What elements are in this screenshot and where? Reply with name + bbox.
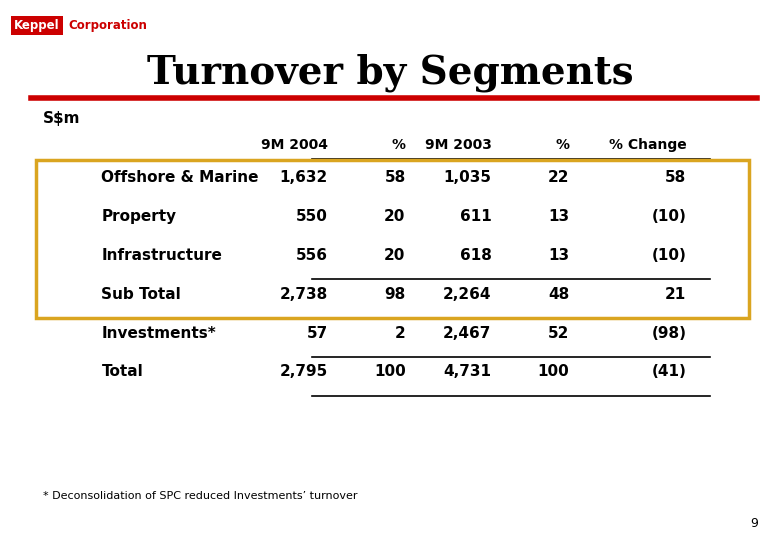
Text: 58: 58 <box>385 170 406 185</box>
Text: 9: 9 <box>750 517 758 530</box>
Text: Offshore & Marine: Offshore & Marine <box>101 170 259 185</box>
Text: S$m: S$m <box>43 111 80 126</box>
Text: Total: Total <box>101 364 144 380</box>
Text: 20: 20 <box>385 209 406 224</box>
Text: 2,264: 2,264 <box>443 287 491 302</box>
Text: (10): (10) <box>651 209 686 224</box>
Text: 58: 58 <box>665 170 686 185</box>
Text: Property: Property <box>101 209 176 224</box>
Text: 556: 556 <box>296 248 328 263</box>
Text: 21: 21 <box>665 287 686 302</box>
Text: Investments*: Investments* <box>101 326 216 341</box>
Text: 98: 98 <box>385 287 406 302</box>
Text: Infrastructure: Infrastructure <box>101 248 222 263</box>
Text: 611: 611 <box>459 209 491 224</box>
Text: 1,035: 1,035 <box>443 170 491 185</box>
Text: 618: 618 <box>459 248 491 263</box>
Text: 52: 52 <box>548 326 569 341</box>
Text: 13: 13 <box>548 209 569 224</box>
Text: 2,795: 2,795 <box>279 364 328 380</box>
Text: (41): (41) <box>651 364 686 380</box>
Text: 9M 2004: 9M 2004 <box>261 138 328 152</box>
Text: 20: 20 <box>385 248 406 263</box>
Text: 4,731: 4,731 <box>443 364 491 380</box>
Text: 550: 550 <box>296 209 328 224</box>
Text: Corporation: Corporation <box>69 19 147 32</box>
Text: %: % <box>555 138 569 152</box>
Text: 2,738: 2,738 <box>279 287 328 302</box>
Text: Keppel: Keppel <box>14 19 59 32</box>
Text: Turnover by Segments: Turnover by Segments <box>147 54 633 92</box>
Text: % Change: % Change <box>608 138 686 152</box>
Text: (10): (10) <box>651 248 686 263</box>
Text: 13: 13 <box>548 248 569 263</box>
Text: 2,467: 2,467 <box>443 326 491 341</box>
Text: (98): (98) <box>651 326 686 341</box>
Text: 100: 100 <box>537 364 569 380</box>
Text: 48: 48 <box>548 287 569 302</box>
Text: 1,632: 1,632 <box>279 170 328 185</box>
Text: * Deconsolidation of SPC reduced Investments’ turnover: * Deconsolidation of SPC reduced Investm… <box>43 491 357 502</box>
Text: 22: 22 <box>548 170 569 185</box>
Text: Sub Total: Sub Total <box>101 287 181 302</box>
Text: 9M 2003: 9M 2003 <box>424 138 491 152</box>
Text: 100: 100 <box>374 364 406 380</box>
Text: 57: 57 <box>307 326 328 341</box>
Text: %: % <box>392 138 406 152</box>
Text: 2: 2 <box>395 326 406 341</box>
